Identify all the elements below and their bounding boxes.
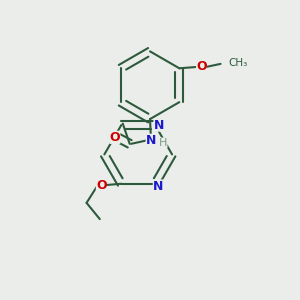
Text: O: O — [110, 131, 120, 144]
Text: N: N — [146, 134, 156, 147]
Text: CH₃: CH₃ — [228, 58, 247, 68]
Text: N: N — [153, 180, 163, 193]
Text: O: O — [96, 179, 106, 192]
Text: N: N — [154, 118, 164, 132]
Text: H: H — [159, 138, 167, 148]
Text: O: O — [196, 60, 207, 73]
